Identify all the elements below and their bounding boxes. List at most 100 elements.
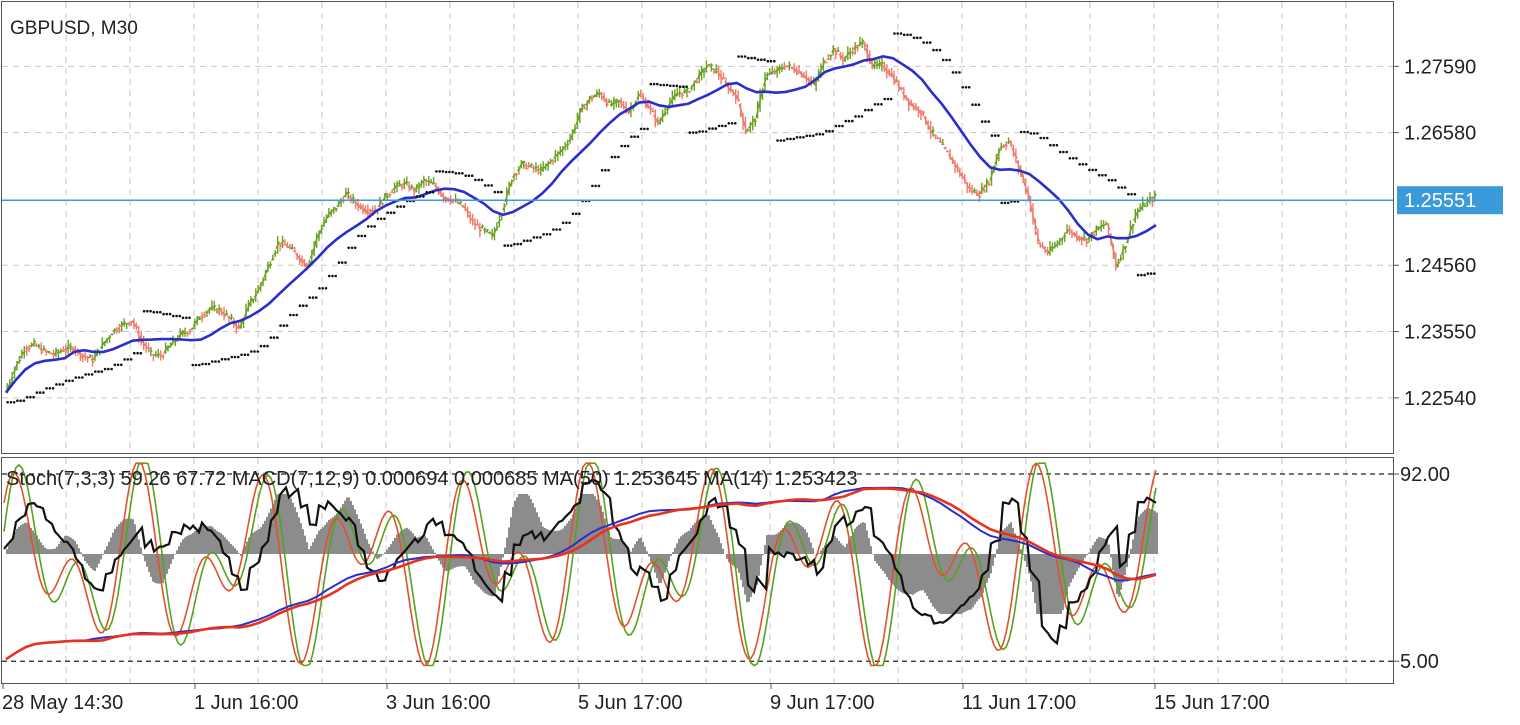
candle-body (471, 219, 474, 221)
macd-bar (856, 527, 858, 554)
sar-dot (347, 247, 350, 250)
macd-bar (58, 544, 60, 554)
macd-bar (752, 554, 754, 592)
sar-dot (302, 304, 305, 307)
macd-bar (196, 529, 198, 554)
sar-dot (172, 315, 175, 318)
sar-dot (718, 125, 721, 128)
sar-dot (263, 345, 266, 348)
macd-bar (996, 549, 998, 554)
macd-bar (1046, 554, 1048, 614)
macd-bar (1082, 554, 1084, 561)
sar-dot (334, 275, 337, 278)
macd-bar (526, 494, 528, 554)
macd-bar (716, 533, 718, 554)
sar-dot (806, 135, 809, 138)
candle-body (1041, 245, 1044, 247)
macd-bar (506, 538, 508, 554)
candle-body (515, 174, 518, 175)
macd-bar (668, 554, 670, 561)
sar-dot (179, 315, 182, 318)
macd-bar (392, 541, 394, 554)
sar-dot (689, 131, 692, 134)
axis-layer: 1.275901.265801.245601.235501.225401.255… (2, 56, 1503, 714)
macd-bar (1112, 554, 1114, 570)
sar-dot (870, 109, 873, 112)
x-tick-label: 28 May 14:30 (2, 692, 123, 714)
sar-dot (572, 213, 575, 216)
macd-bar (540, 522, 542, 554)
macd-bar (1058, 554, 1060, 614)
sar-dot (513, 243, 516, 246)
macd-bar (884, 554, 886, 574)
sar-dot (815, 133, 818, 136)
macd-bar (294, 507, 296, 554)
sar-dot (328, 275, 331, 278)
macd-bar (912, 554, 914, 595)
macd-bar (948, 554, 950, 614)
sar-dot (1062, 151, 1065, 154)
candle-body (710, 65, 713, 67)
sar-dot (1082, 163, 1085, 166)
sar-dot (195, 364, 198, 367)
macd-bar (252, 533, 254, 554)
macd-bar (148, 554, 150, 572)
indicator-pane[interactable] (2, 463, 1393, 665)
sar-dot (890, 98, 893, 101)
candle-body (956, 166, 959, 168)
candle-body (483, 229, 486, 230)
sar-dot (185, 317, 188, 320)
macd-bar (1044, 554, 1046, 614)
sar-dot (559, 228, 562, 231)
candle-body (37, 346, 40, 347)
sar-dot (1056, 144, 1059, 147)
macd-bar (314, 538, 316, 554)
sar-dot (919, 37, 922, 40)
sar-dot (477, 179, 480, 182)
sar-dot (1004, 202, 1007, 205)
sar-dot (237, 356, 240, 359)
macd-bar (592, 494, 594, 554)
macd-bar (646, 551, 648, 554)
macd-bar (650, 554, 652, 562)
candle-body (191, 328, 194, 330)
macd-bar (426, 538, 428, 554)
macd-bar (1050, 554, 1052, 614)
sar-dot (429, 191, 432, 194)
sar-dot (253, 350, 256, 353)
macd-bar (178, 546, 180, 554)
macd-bar (234, 548, 236, 554)
sar-dot (630, 135, 633, 138)
macd-bar (706, 515, 708, 554)
macd-bar (134, 524, 136, 554)
sar-dot (464, 174, 467, 177)
price-pane[interactable] (2, 32, 1393, 403)
macd-bar (590, 494, 592, 554)
candle-body (23, 352, 26, 353)
sar-dot (338, 261, 341, 264)
macd-bar (738, 554, 740, 573)
macd-bar (588, 494, 590, 554)
sar-dot (968, 86, 971, 89)
sar-dot (1072, 157, 1075, 160)
indicator-level-label: 92.00 (1400, 464, 1450, 486)
macd-bar (976, 554, 978, 602)
sar-dot (640, 128, 643, 131)
sar-dot (494, 191, 497, 194)
macd-bar (286, 494, 288, 554)
sar-dot (1052, 144, 1055, 147)
macd-bar (924, 554, 926, 593)
macd-bar (372, 552, 374, 554)
sar-dot (958, 71, 961, 74)
macd-bar (180, 542, 182, 554)
sar-dot (565, 222, 568, 225)
sar-dot (1137, 274, 1140, 277)
sar-dot (1121, 186, 1124, 189)
macd-bar (266, 517, 268, 554)
sar-dot (887, 98, 890, 101)
macd-bar (172, 554, 174, 559)
sar-dot (88, 373, 91, 376)
candle-body (461, 205, 464, 207)
sar-dot (188, 317, 191, 320)
sar-dot (754, 57, 757, 60)
